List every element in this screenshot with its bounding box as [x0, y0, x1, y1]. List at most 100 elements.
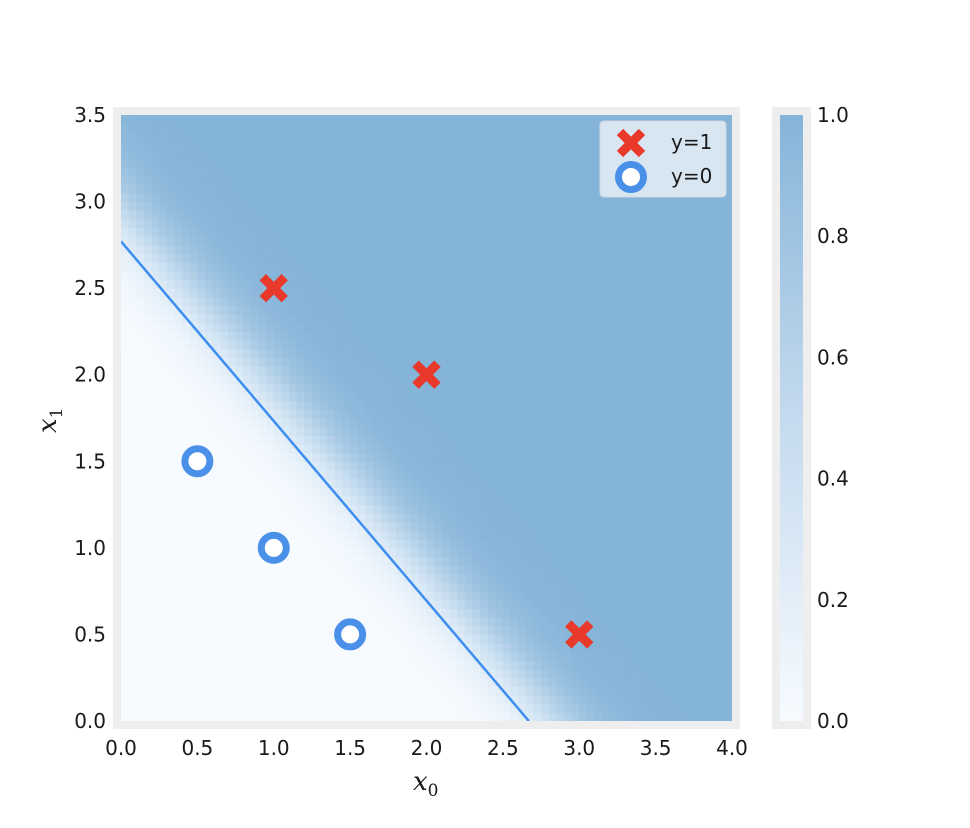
heatmap-cell — [373, 599, 382, 610]
heatmap-cell — [548, 418, 557, 428]
heatmap-cell — [647, 253, 657, 263]
heatmap-cell — [602, 435, 611, 445]
heatmap-cell — [174, 608, 183, 618]
heatmap-cell — [434, 677, 443, 687]
heatmap-cell — [487, 123, 496, 133]
heatmap-cell — [426, 348, 435, 358]
heatmap-cell — [136, 175, 145, 185]
heatmap-cell — [159, 158, 168, 168]
heatmap-cell — [434, 357, 443, 367]
heatmap-cell — [487, 374, 496, 384]
heatmap-cell — [586, 625, 596, 636]
heatmap-cell — [418, 565, 428, 575]
heatmap-cell — [197, 703, 206, 713]
heatmap-cell — [586, 409, 596, 419]
heatmap-cell — [327, 651, 336, 661]
heatmap-cell — [205, 149, 214, 159]
heatmap-cell — [655, 331, 664, 341]
heatmap-cell — [541, 677, 550, 687]
heatmap-cell — [197, 521, 206, 532]
heatmap-cell — [128, 262, 137, 272]
heatmap-cell — [266, 140, 275, 151]
heatmap-cell — [311, 461, 321, 471]
heatmap-cell — [487, 166, 496, 177]
heatmap-cell — [159, 582, 168, 592]
heatmap-cell — [235, 695, 244, 705]
heatmap-cell — [296, 452, 305, 462]
heatmap-cell — [609, 383, 619, 393]
heatmap-cell — [541, 227, 550, 237]
heatmap-cell — [235, 158, 244, 168]
heatmap-cell — [586, 435, 596, 445]
heatmap-cell — [159, 340, 168, 350]
heatmap-cell — [609, 608, 619, 618]
heatmap-cell — [327, 149, 336, 159]
heatmap-cell — [357, 305, 366, 315]
heatmap-cell — [609, 244, 619, 255]
heatmap-cell — [579, 513, 588, 523]
heatmap-cell — [151, 643, 160, 653]
heatmap-cell — [426, 469, 435, 480]
heatmap-cell — [327, 695, 336, 705]
heatmap-cell — [479, 573, 489, 584]
heatmap-cell — [151, 409, 160, 419]
heatmap-cell — [311, 288, 321, 298]
heatmap-cell — [273, 366, 282, 376]
heatmap-cell — [319, 426, 328, 436]
heatmap-cell — [289, 582, 298, 592]
heatmap-cell — [327, 253, 336, 263]
heatmap-cell — [273, 132, 282, 142]
heatmap-cell — [556, 643, 565, 653]
heatmap-cell — [487, 340, 496, 350]
heatmap-cell — [151, 651, 160, 661]
heatmap-cell — [319, 418, 328, 428]
heatmap-cell — [518, 227, 527, 237]
heatmap-cell — [250, 625, 260, 636]
heatmap-cell — [518, 210, 527, 220]
heatmap-cell — [403, 418, 412, 428]
heatmap-cell — [449, 677, 458, 687]
heatmap-cell — [441, 115, 451, 125]
heatmap-cell — [457, 374, 466, 384]
heatmap-cell — [449, 504, 458, 514]
heatmap-cell — [472, 591, 481, 601]
heatmap-cell — [197, 617, 206, 627]
heatmap-cell — [266, 218, 275, 229]
heatmap-cell — [579, 123, 588, 133]
heatmap-cell — [625, 288, 634, 298]
heatmap-cell — [365, 409, 374, 419]
heatmap-cell — [311, 677, 321, 687]
heatmap-cell — [250, 400, 260, 410]
heatmap-cell — [586, 115, 596, 125]
heatmap-cell — [296, 262, 305, 272]
heatmap-cell — [632, 617, 641, 627]
heatmap-cell — [365, 547, 374, 558]
heatmap-cell — [227, 392, 237, 402]
heatmap-cell — [205, 288, 214, 298]
heatmap-cell — [563, 634, 573, 644]
heatmap-cell — [334, 218, 344, 229]
heatmap-cell — [426, 409, 435, 419]
heatmap-cell — [166, 210, 176, 220]
heatmap-cell — [556, 366, 565, 376]
heatmap-cell — [128, 686, 137, 696]
heatmap-cell — [640, 686, 649, 696]
heatmap-cell — [136, 374, 145, 384]
heatmap-cell — [434, 115, 443, 125]
heatmap-cell — [426, 270, 435, 281]
heatmap-cell — [373, 366, 382, 376]
heatmap-cell — [136, 712, 145, 721]
heatmap-cell — [395, 634, 405, 644]
heatmap-cell — [365, 314, 374, 324]
heatmap-cell — [212, 573, 221, 584]
heatmap-cell — [220, 573, 229, 584]
heatmap-cell — [212, 426, 221, 436]
heatmap-cell — [495, 426, 504, 436]
heatmap-cell — [472, 487, 481, 497]
heatmap-cell — [296, 573, 305, 584]
heatmap-cell — [281, 651, 290, 661]
heatmap-cell — [243, 686, 252, 696]
heatmap-cell — [395, 314, 405, 324]
heatmap-cell — [418, 270, 428, 281]
heatmap-cell — [143, 695, 153, 705]
